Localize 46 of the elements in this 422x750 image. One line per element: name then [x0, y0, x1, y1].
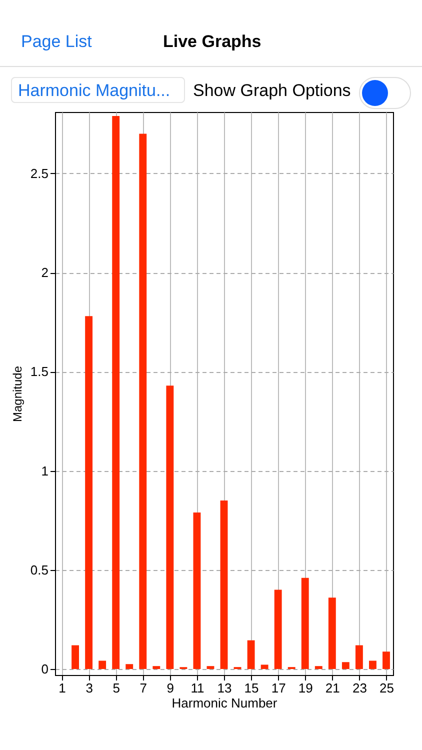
bar	[126, 664, 134, 670]
bar	[72, 645, 79, 670]
text: Show Graph Options	[193, 81, 351, 101]
bar	[342, 662, 350, 670]
x-tick-label: 5	[112, 680, 120, 696]
x-tick-label: 11	[190, 680, 204, 696]
bar	[355, 645, 363, 670]
bar	[139, 134, 147, 670]
bar	[166, 386, 174, 670]
x-tick-label: 23	[352, 680, 367, 696]
y-tick-label: 0	[41, 662, 48, 677]
y-tick-label: 2	[41, 265, 48, 280]
bar	[152, 666, 160, 670]
x-tick-label: 1	[58, 680, 66, 696]
x-tick-label: 3	[86, 680, 93, 696]
y-tick-label: 2.5	[30, 166, 48, 181]
y-axis-title: Magnitude	[10, 366, 24, 422]
bar	[301, 578, 309, 670]
bar	[369, 660, 376, 670]
x-tick-label: 21	[325, 680, 340, 696]
text: Live Graphs	[163, 32, 262, 52]
bar	[85, 316, 93, 670]
bar	[193, 512, 201, 670]
x-tick-label: 13	[217, 680, 232, 696]
y-tick-label: 1.5	[30, 364, 48, 380]
bar	[206, 666, 214, 670]
bar	[328, 598, 336, 670]
x-tick-label: 9	[166, 680, 174, 696]
x-tick-label: 15	[244, 680, 259, 696]
bar	[260, 664, 268, 670]
bar	[247, 640, 255, 670]
x-axis-title: Harmonic Number	[172, 696, 278, 710]
y-tick-label: 1	[41, 463, 48, 478]
y-tick-label: 0.5	[30, 562, 48, 578]
text: Page List	[21, 32, 92, 52]
x-tick-label: 17	[271, 680, 286, 696]
bar	[382, 652, 390, 670]
bar	[274, 590, 282, 670]
text: Harmonic Magnitu...	[11, 77, 185, 103]
x-tick-label: 19	[298, 680, 313, 696]
bar	[98, 660, 106, 670]
bar	[220, 500, 228, 670]
x-tick-label: 25	[380, 680, 394, 696]
bar	[314, 666, 322, 670]
bar	[112, 116, 120, 670]
x-tick-label: 7	[140, 680, 147, 696]
